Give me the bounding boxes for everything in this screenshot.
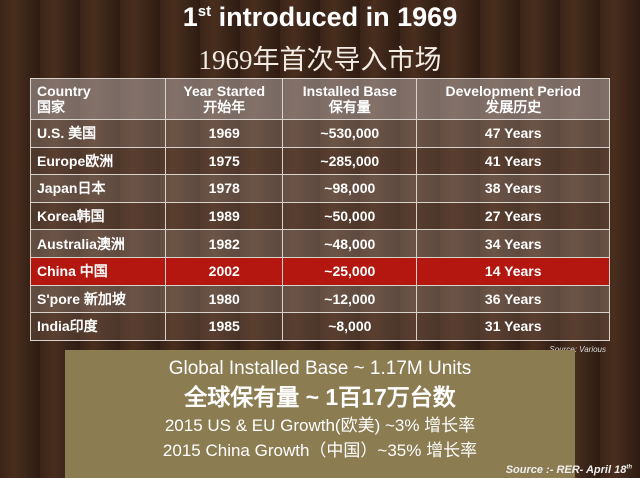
table-cell: 1989	[165, 201, 284, 231]
header-cell: Country 国家	[29, 78, 167, 120]
header-text: 保有量	[328, 99, 371, 115]
header-cell: Year Started 开始年	[165, 78, 284, 120]
data-table: Country 国家 Year Started 开始年 Installed Base 保有…	[29, 78, 610, 341]
table-cell: 1985	[165, 312, 284, 341]
table-cell: S'pore 新加坡	[29, 284, 167, 314]
table-row: India印度 1985 ~8,000 31 Years	[29, 312, 610, 341]
header-text: Year Started	[183, 83, 266, 99]
table-cell: ~285,000	[282, 146, 418, 176]
summary-box: Global Installed Base ~ 1.17M Units 全球保有量…	[65, 350, 575, 478]
title-suffix: st	[197, 3, 212, 20]
table-cell: 1978	[165, 174, 284, 203]
title-text: introduced in 1969	[218, 2, 458, 32]
table-cell: 41 Years	[416, 146, 610, 176]
table-cell: China 中国	[29, 256, 167, 286]
header-cell: Development Period 发展历史	[416, 78, 610, 120]
table-row: China 中国 2002 ~25,000 14 Years	[29, 256, 610, 286]
table-cell: India印度	[29, 312, 167, 341]
table-cell: ~48,000	[282, 229, 418, 258]
header-text: Country	[37, 83, 91, 99]
table-cell: ~25,000	[282, 256, 418, 286]
summary-line: 2015 US & EU Growth(欧美) ~3% 增长率	[164, 416, 476, 435]
table-cell: Australia澳洲	[29, 229, 167, 258]
table-cell: 31 Years	[416, 312, 610, 341]
table-row: Europe欧洲 1975 ~285,000 41 Years	[29, 146, 610, 176]
table-cell: 1982	[165, 229, 284, 258]
table-cell: Korea韩国	[29, 201, 167, 231]
footer-source: Source :-	[505, 464, 554, 476]
subtitle: 1969年首次导入市场	[198, 45, 442, 75]
header-text: Development Period	[445, 83, 581, 99]
table-cell: ~98,000	[282, 174, 418, 203]
header-cell: Installed Base 保有量	[282, 78, 418, 120]
footer: Source :- RER- April 18th	[506, 464, 632, 476]
summary-line: 2015 China Growth（中国）~35% 增长率	[162, 441, 478, 460]
footer-ref-suffix: th	[626, 464, 632, 471]
table-row: Korea韩国 1989 ~50,000 27 Years	[29, 201, 610, 231]
table-cell: ~50,000	[282, 201, 418, 231]
summary-line: Global Installed Base ~ 1.17M Units	[168, 358, 472, 379]
table-cell: ~530,000	[282, 119, 418, 148]
table-cell: 1975	[165, 146, 284, 176]
table-cell: ~8,000	[282, 312, 418, 341]
table-cell: 1969	[165, 119, 284, 148]
title: 1st introduced in 1969	[0, 2, 640, 33]
table-cell: 14 Years	[416, 256, 610, 286]
header-row: Country 国家 Year Started 开始年 Installed Base 保有…	[29, 78, 610, 120]
table-source: Source: Various	[549, 345, 606, 354]
summary-line: 全球保有量 ~ 1百17万台数	[184, 384, 456, 410]
header-text: 国家	[37, 99, 65, 115]
table-row: U.S. 美国 1969 ~530,000 47 Years	[29, 119, 610, 148]
table-cell: 1980	[165, 284, 284, 314]
table-cell: U.S. 美国	[29, 119, 167, 148]
table-cell: 47 Years	[416, 119, 610, 148]
table-row: Japan日本 1978 ~98,000 38 Years	[29, 174, 610, 203]
footer-ref: RER- April 18	[556, 464, 627, 476]
table-cell: ~12,000	[282, 284, 418, 314]
table-cell: 34 Years	[416, 229, 610, 258]
header-text: 发展历史	[485, 99, 542, 115]
table-cell: 27 Years	[416, 201, 610, 231]
table-row: Australia澳洲 1982 ~48,000 34 Years	[29, 229, 610, 258]
title-number: 1	[182, 2, 198, 32]
table-cell: Japan日本	[29, 174, 167, 203]
table-cell: 2002	[165, 256, 284, 286]
table-cell: 36 Years	[416, 284, 610, 314]
table-cell: Europe欧洲	[29, 146, 167, 176]
table-row: S'pore 新加坡 1980 ~12,000 36 Years	[29, 284, 610, 314]
header-text: 开始年	[203, 99, 246, 115]
table-cell: 38 Years	[416, 174, 610, 203]
header-text: Installed Base	[302, 83, 397, 99]
